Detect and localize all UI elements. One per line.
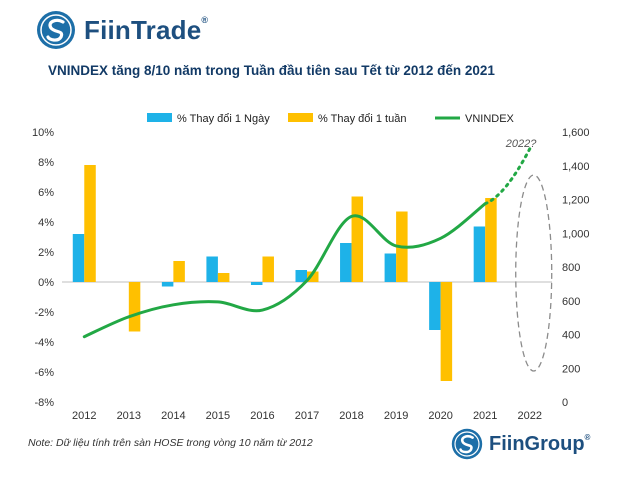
bar-day-change [429,282,441,330]
legend-label-day: % Thay đổi 1 Ngày [177,113,270,125]
bar-week-change [173,261,185,282]
bar-day-change [250,282,263,285]
left-tick-label: -6% [34,367,54,379]
fiingroup-logo: FiinGroup® [451,426,590,462]
footer-brand-name: FiinGroup® [489,432,591,455]
left-tick-label: 2% [38,247,54,259]
fiin-logo-icon [451,428,483,460]
projection-ellipse [515,174,553,372]
right-tick-label: 1,400 [562,161,590,173]
bar-week-change [485,198,497,282]
left-tick-label: -8% [34,397,54,409]
bar-day-change [340,243,352,282]
right-tick-label: 1,200 [562,195,590,207]
bar-week-change [217,273,230,282]
x-tick-label: 2021 [473,410,497,422]
brand-name: FiinTrade® [84,14,209,45]
fiintrade-logo: FiinTrade® [36,8,208,52]
x-tick-label: 2018 [339,410,363,422]
x-tick-label: 2017 [295,410,319,422]
bar-week-change [440,282,453,381]
left-tick-label: -2% [34,307,54,319]
legend-swatch-day [147,113,172,122]
bar-week-change [262,256,274,282]
vnindex-projection-line [483,147,532,206]
bar-day-change [72,234,85,282]
x-tick-label: 2013 [117,410,141,422]
right-tick-label: 1,000 [562,228,590,240]
x-tick-label: 2016 [250,410,274,422]
chart-legend: % Thay đổi 1 Ngày % Thay đổi 1 tuần VNIN… [147,113,515,125]
x-tick-label: 2012 [72,410,96,422]
left-tick-label: 8% [38,157,54,169]
bar-day-change [161,282,174,287]
left-tick-label: 6% [38,187,54,199]
bar-week-change [351,196,364,282]
left-axis: -8% -6% -4% -2% 0% 2% 4% 6% 8% 10% [32,127,54,409]
right-tick-label: 600 [562,296,580,308]
right-tick-label: 0 [562,397,568,409]
bars-group [72,165,497,381]
x-tick-label: 2020 [428,410,452,422]
bar-week-change [84,165,96,282]
fiin-logo-icon [37,11,75,49]
legend-swatch-week [288,113,313,122]
right-tick-label: 400 [562,330,580,342]
right-tick-label: 1,600 [562,127,590,139]
right-tick-label: 800 [562,262,580,274]
bar-day-change [473,226,486,282]
left-tick-label: 4% [38,217,54,229]
left-tick-label: 10% [32,127,54,139]
bar-week-change [307,271,319,282]
legend-label-week: % Thay đổi 1 tuần [318,113,406,125]
chart-title: VNINDEX tăng 8/10 năm trong Tuần đầu tiê… [48,63,495,78]
vnindex-line [82,202,487,339]
left-tick-label: -4% [34,337,54,349]
projection-label: 2022? [505,138,537,150]
x-tick-label: 2022 [517,410,541,422]
bar-week-change [128,282,141,332]
bar-day-change [384,253,397,282]
right-axis: 0 200 400 600 800 1,000 1,200 1,400 1,600 [562,127,590,409]
x-tick-label: 2015 [206,410,230,422]
legend-label-vnindex: VNINDEX [465,113,515,125]
left-tick-label: 0% [38,277,54,289]
x-tick-label: 2019 [384,410,408,422]
bar-day-change [295,270,307,282]
x-tick-label: 2014 [161,410,185,422]
bar-day-change [206,256,218,282]
footnote: Note: Dữ liệu tính trên sàn HOSE trong v… [28,437,313,449]
x-axis: 2012 2013 2014 2015 2016 2017 2018 2019 2020 2021… [72,410,542,422]
right-tick-label: 200 [562,363,580,375]
